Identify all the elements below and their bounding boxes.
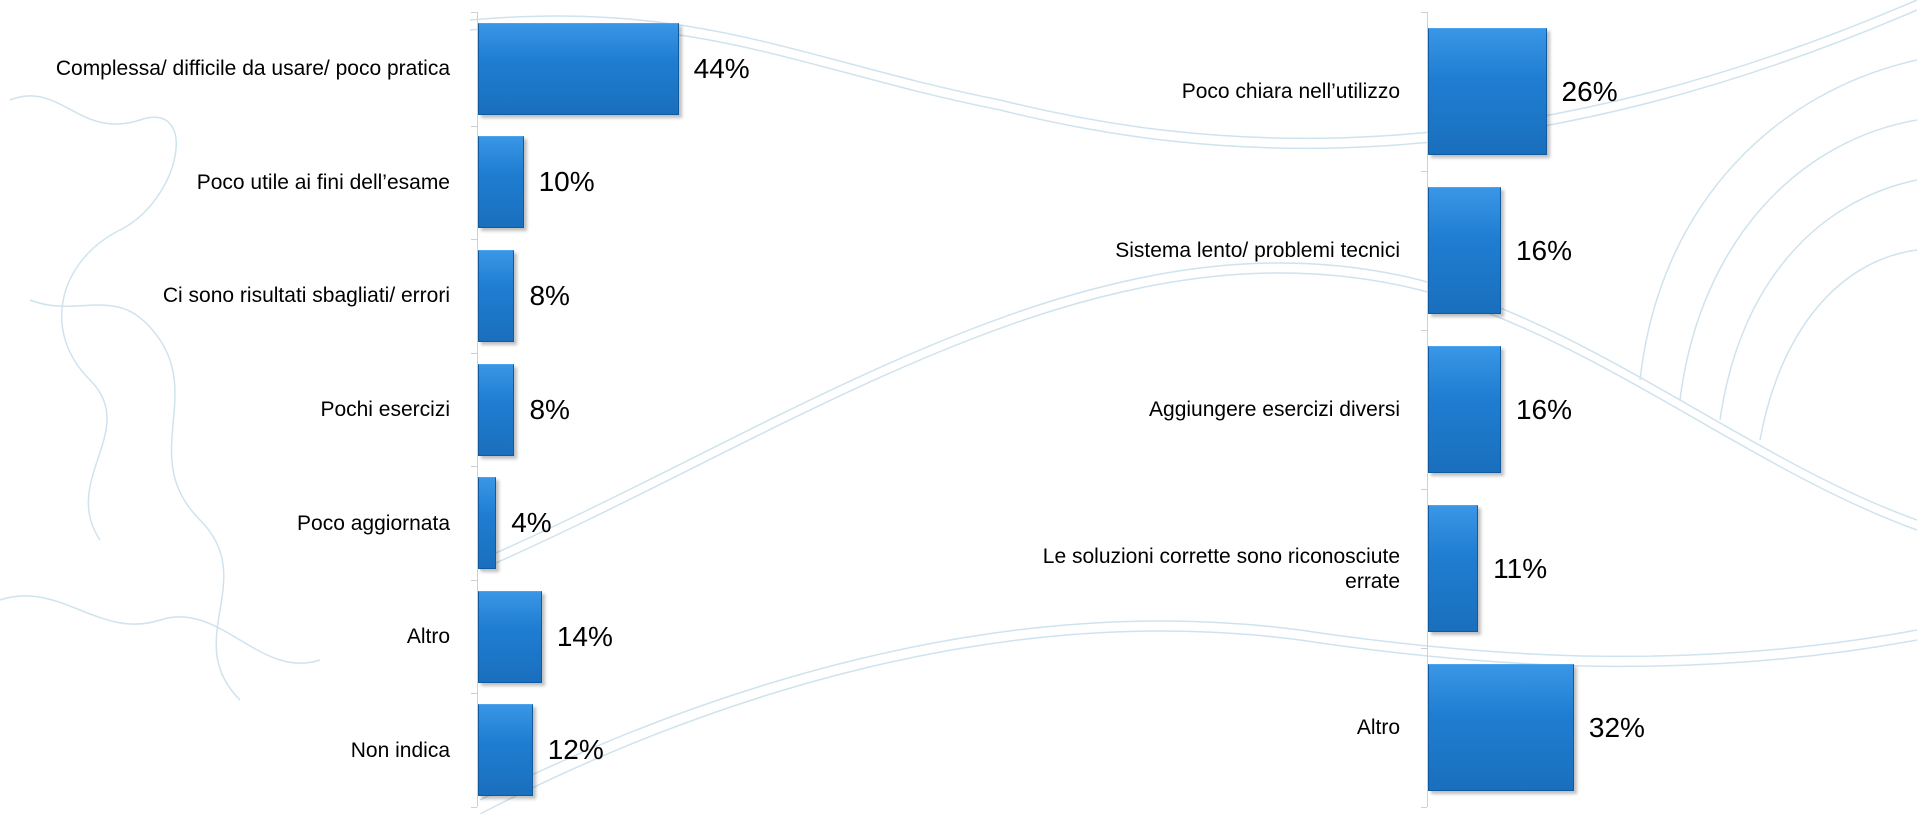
axis-tick [471, 352, 477, 354]
bar [1428, 664, 1574, 791]
axis-tick [471, 125, 477, 127]
axis-tick [1421, 330, 1427, 331]
axis-tick [1421, 807, 1427, 808]
category-label: Aggiungere esercizi diversi [1149, 398, 1400, 421]
category-label: Altro [1356, 716, 1400, 739]
axis-tick [1421, 171, 1427, 172]
value-label: 11% [1493, 552, 1548, 584]
bar [478, 22, 679, 115]
axis-line [477, 12, 478, 807]
category-label: Non indica [350, 738, 450, 762]
bar [478, 249, 515, 342]
value-label: 32% [1588, 711, 1645, 743]
bar [1428, 505, 1479, 632]
bar [478, 363, 515, 456]
value-label: 12% [547, 734, 604, 766]
axis-tick [1421, 648, 1427, 649]
category-label: Pochi esercizi [320, 398, 450, 421]
axis-tick [1421, 12, 1427, 13]
bar [478, 704, 533, 797]
value-label: 44% [693, 52, 750, 84]
category-label: Complessa/ difficile da usare/ poco prat… [55, 57, 450, 81]
value-label: 26% [1561, 75, 1618, 107]
category-label: Ci sono risultati sbagliati/ errori [162, 284, 450, 308]
bar [478, 136, 524, 229]
category-label: Sistema lento/ problemi tecnici [1115, 239, 1400, 262]
value-label: 8% [529, 279, 570, 311]
axis-tick [471, 12, 477, 13]
axis-tick [471, 239, 477, 241]
axis-tick [1421, 489, 1427, 490]
value-label: 4% [511, 507, 552, 539]
axis-tick [471, 807, 477, 808]
bar [1428, 346, 1501, 473]
category-label: Altro [406, 625, 450, 649]
value-label: 14% [556, 620, 613, 652]
value-label: 16% [1515, 234, 1572, 266]
value-label: 10% [538, 166, 595, 198]
value-label: 16% [1515, 393, 1572, 425]
value-label: 8% [529, 393, 570, 425]
axis-tick [471, 693, 477, 695]
axis-tick [471, 579, 477, 581]
bar [1428, 28, 1547, 155]
category-label: Poco chiara nell’utilizzo [1181, 80, 1400, 103]
category-label: Le soluzioni corrette sono riconosciute … [1042, 544, 1400, 593]
axis-tick [471, 466, 477, 468]
category-label: Poco utile ai fini dell’esame [196, 170, 450, 194]
bar [1428, 187, 1501, 314]
bar [478, 590, 542, 683]
category-label: Poco aggiornata [297, 511, 450, 535]
axis-line [1427, 12, 1428, 807]
bar [478, 477, 497, 570]
